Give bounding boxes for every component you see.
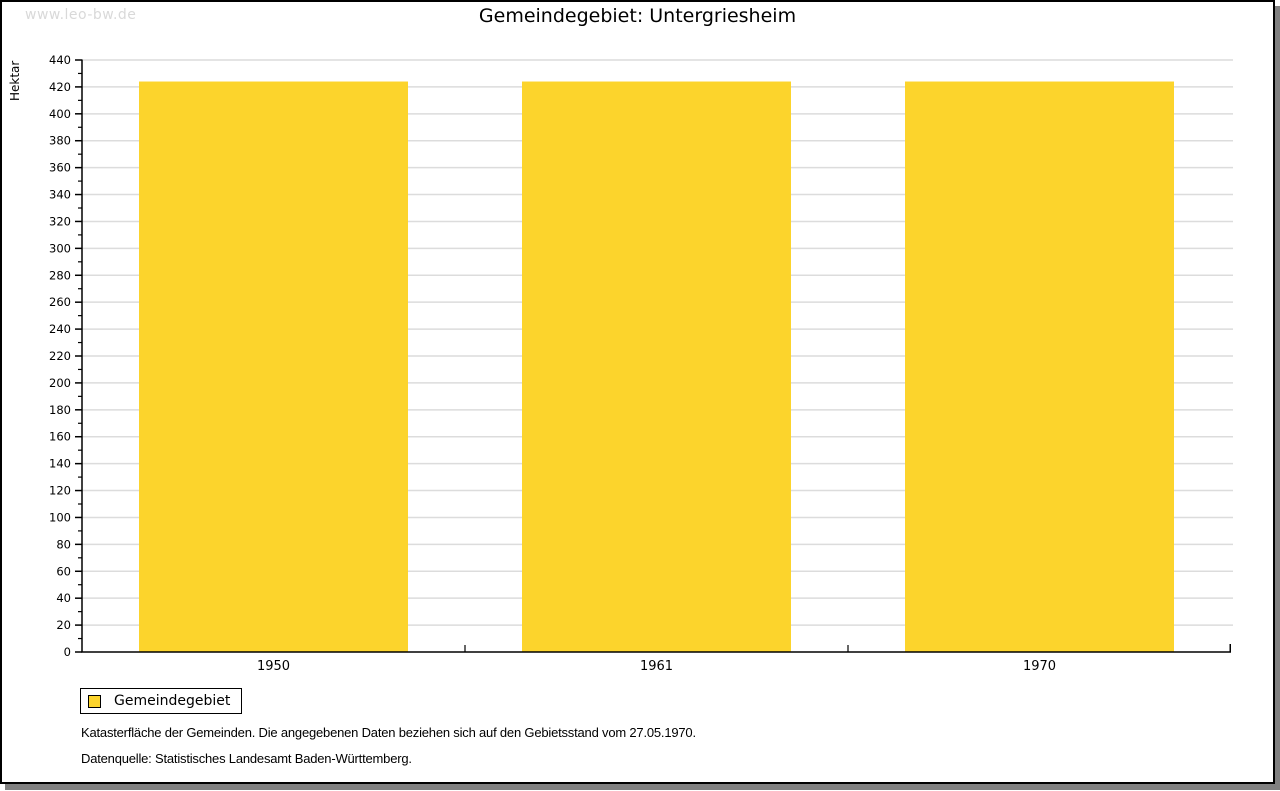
y-tick-label: 20 xyxy=(56,618,71,632)
bar-1961 xyxy=(522,81,791,652)
legend: Gemeindegebiet xyxy=(80,688,243,714)
y-tick-label: 140 xyxy=(49,457,71,471)
bar-1970 xyxy=(905,81,1174,652)
y-tick-label: 0 xyxy=(64,645,71,659)
bar-chart: 0 20 40 60 80 100 120 140 160 180 200 220 240 260 280 3… xyxy=(49,53,1233,674)
y-tick-label: 240 xyxy=(49,322,71,336)
y-tick-label: 60 xyxy=(56,564,71,578)
y-tick-label: 420 xyxy=(49,80,71,94)
bar-1950 xyxy=(139,81,408,652)
y-tick-label: 320 xyxy=(49,214,71,228)
y-tick-label: 440 xyxy=(49,53,71,67)
x-tick-label: 1961 xyxy=(640,659,673,674)
y-tick-label: 100 xyxy=(49,510,71,524)
watermark: www.leo-bw.de xyxy=(25,7,137,23)
y-tick-label: 180 xyxy=(49,403,71,417)
y-tick-label: 360 xyxy=(49,161,71,175)
legend-label: Gemeindegebiet xyxy=(114,693,231,709)
y-tick-label: 380 xyxy=(49,134,71,148)
y-tick-label: 40 xyxy=(56,591,71,605)
legend-swatch-icon xyxy=(88,694,101,708)
y-tick-label: 160 xyxy=(49,430,71,444)
source-text: Datenquelle: Statistisches Landesamt Bad… xyxy=(81,751,412,766)
y-tick-label: 280 xyxy=(49,268,71,282)
y-tick-label: 400 xyxy=(49,107,71,121)
y-tick-label: 200 xyxy=(49,376,71,390)
y-tick-label: 300 xyxy=(49,241,71,255)
footnote-text: Katasterfläche der Gemeinden. Die angege… xyxy=(81,725,696,740)
page-title: Gemeindegebiet: Untergriesheim xyxy=(478,5,797,27)
y-tick-label: 340 xyxy=(49,188,71,202)
x-tick-label: 1950 xyxy=(257,659,290,674)
y-tick-label: 220 xyxy=(49,349,71,363)
y-tick-label: 120 xyxy=(49,484,71,498)
x-tick-label: 1970 xyxy=(1023,659,1056,674)
y-tick-label: 260 xyxy=(49,295,71,309)
y-tick-label: 80 xyxy=(56,537,71,551)
